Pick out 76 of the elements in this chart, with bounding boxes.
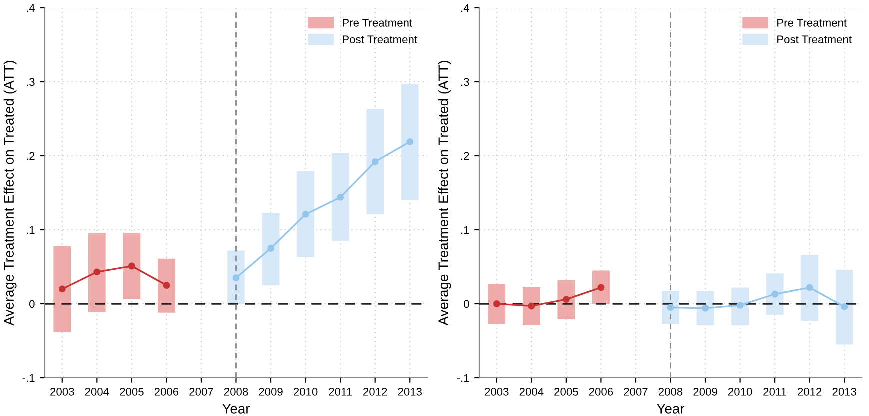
- bar: [123, 232, 141, 300]
- x-tick-label: 2005: [120, 388, 144, 396]
- y-tick-label: .2: [462, 152, 470, 160]
- x-tick-label: 2010: [728, 388, 752, 396]
- x-tick-label: 2008: [224, 388, 248, 396]
- x-axis-title: Year: [657, 404, 685, 414]
- y-tick-label: -.1: [457, 374, 470, 382]
- y-axis-title: Average Treatment Effect on Treated (ATT): [4, 61, 17, 326]
- bar: [158, 258, 176, 313]
- bar: [297, 172, 314, 258]
- bar: [401, 84, 419, 200]
- x-axis-title: Year: [222, 404, 250, 414]
- bar: [262, 212, 280, 286]
- point: [94, 268, 101, 276]
- point: [702, 304, 709, 312]
- legend-label: Pre Treatment: [778, 19, 847, 27]
- legend-label: Post Treatment: [343, 36, 418, 44]
- point: [406, 138, 414, 146]
- bar: [801, 255, 819, 322]
- x-tick-label: 2008: [658, 388, 683, 396]
- point: [372, 158, 379, 166]
- point: [598, 284, 605, 292]
- point: [772, 290, 779, 298]
- bar: [592, 270, 610, 304]
- point: [58, 286, 66, 293]
- y-axis-title: Average Treatment Effect on Treated (ATT): [438, 61, 452, 326]
- bar: [332, 153, 350, 242]
- point: [302, 210, 310, 218]
- point: [562, 296, 570, 304]
- x-tick-label: 2003: [50, 388, 74, 396]
- legend-label: Post Treatment: [778, 36, 852, 44]
- y-tick-label: -.1: [22, 374, 35, 382]
- bar: [488, 284, 506, 324]
- point: [841, 303, 848, 310]
- point: [667, 304, 674, 312]
- x-tick-label: 2010: [294, 388, 318, 396]
- y-tick-label: .3: [27, 78, 35, 86]
- x-tick-label: 2009: [259, 388, 283, 396]
- bar: [88, 232, 106, 312]
- point: [806, 284, 814, 292]
- x-tick-label: 2003: [485, 388, 509, 396]
- bar: [836, 270, 854, 345]
- x-tick-label: 2011: [764, 388, 786, 396]
- y-tick-label: .1: [27, 226, 35, 234]
- x-tick-label: 2013: [398, 388, 422, 396]
- x-tick-label: 2006: [154, 388, 179, 396]
- x-tick-label: 2004: [520, 388, 544, 396]
- point: [163, 282, 170, 289]
- x-tick-label: 2012: [798, 388, 822, 396]
- x-tick-label: 2006: [589, 388, 614, 396]
- x-tick-label: 2012: [364, 388, 388, 396]
- x-tick-label: 2005: [554, 388, 578, 396]
- y-tick-label: .2: [27, 152, 35, 160]
- y-tick-label: 0: [30, 300, 35, 308]
- y-tick-label: .4: [27, 4, 35, 12]
- bar: [522, 286, 540, 326]
- point: [736, 302, 744, 309]
- y-tick-label: .3: [462, 78, 470, 86]
- x-tick-label: 2013: [832, 388, 856, 396]
- x-tick-label: 2009: [694, 388, 718, 396]
- y-tick-label: .4: [462, 4, 470, 12]
- point: [528, 302, 536, 310]
- x-tick-label: 2007: [624, 388, 648, 396]
- x-tick-label: 2007: [190, 388, 214, 396]
- bar: [366, 109, 384, 214]
- point: [232, 274, 240, 282]
- point: [493, 300, 500, 308]
- legend-label: Pre Treatment: [343, 19, 412, 27]
- y-tick-label: 0: [464, 300, 470, 308]
- x-tick-label: 2011: [329, 388, 352, 396]
- x-tick-label: 2004: [85, 388, 110, 396]
- point: [268, 245, 274, 252]
- point: [337, 194, 344, 201]
- y-tick-label: .1: [462, 226, 470, 234]
- bar: [54, 246, 72, 332]
- point: [128, 262, 136, 270]
